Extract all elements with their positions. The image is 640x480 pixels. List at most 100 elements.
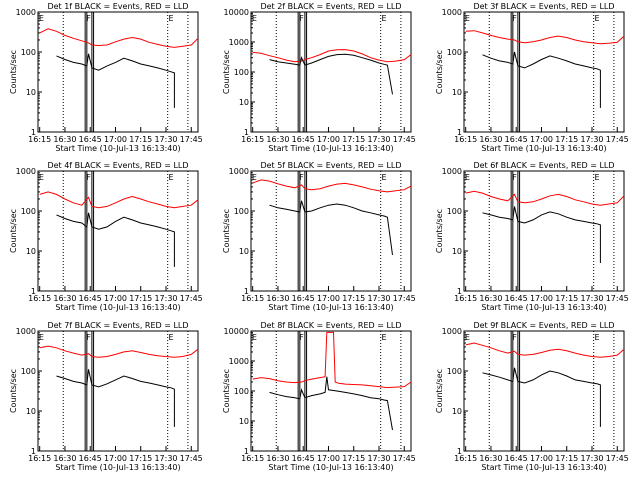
plot-frame — [463, 170, 625, 292]
x-tick-label: 17:30 — [367, 294, 390, 303]
marker-label: F — [86, 333, 91, 342]
x-axis-label: Start Time (10-Jul-13 16:13:40) — [481, 144, 606, 153]
y-tick-label: 10000 — [224, 8, 249, 17]
y-axis-label: Counts/sec — [435, 209, 444, 253]
x-tick-label: 17:30 — [580, 454, 603, 463]
marker-label: F — [299, 173, 304, 182]
x-tick-label: 17:15 — [342, 294, 365, 303]
x-axis-label: Start Time (10-Jul-13 16:13:40) — [268, 463, 393, 472]
x-tick-label: 17:00 — [104, 454, 127, 463]
x-tick-label: 17:00 — [317, 135, 340, 144]
y-tick-label: 1 — [244, 447, 249, 456]
x-tick-label: 17:45 — [393, 294, 416, 303]
y-axis-label: Counts/sec — [9, 50, 18, 94]
lld-series-line — [465, 342, 625, 358]
y-axis-label: Counts/sec — [435, 50, 444, 94]
y-tick-label: 1000 — [442, 327, 462, 336]
lld-series-line — [252, 331, 412, 389]
marker-label: E — [465, 173, 470, 182]
x-tick-label: 17:15 — [129, 135, 152, 144]
detector-panel-6: Det 6f BLACK = Events, RED = LLD 1 10 100 10… — [435, 161, 629, 312]
x-tick-label: 16:15 — [241, 294, 264, 303]
x-axis-label: Start Time (10-Jul-13 16:13:40) — [55, 303, 180, 312]
marker-label: E — [39, 333, 44, 342]
events-series-line — [482, 367, 601, 427]
x-tick-label: 16:45 — [505, 454, 528, 463]
x-tick-label: 16:45 — [292, 294, 315, 303]
detector-panel-4: Det 4f BLACK = Events, RED = LLD 1 10 100 10… — [9, 161, 203, 312]
x-tick-label: 16:15 — [454, 135, 477, 144]
marker-label: F — [512, 173, 517, 182]
marker-label: E — [39, 173, 44, 182]
lld-series-line — [465, 190, 625, 206]
detector-panel-8: Det 8f BLACK = Events, RED = LLD 1 10 100 10… — [222, 321, 416, 472]
marker-label: E — [382, 14, 387, 23]
x-tick-label: 17:15 — [555, 135, 578, 144]
y-tick-label: 10 — [26, 407, 36, 416]
marker-label: E — [252, 333, 257, 342]
x-tick-label: 17:15 — [342, 135, 365, 144]
panel-title: Det 2f BLACK = Events, RED = LLD — [260, 2, 401, 11]
plot-frame — [37, 11, 199, 133]
x-tick-label: 16:30 — [479, 454, 502, 463]
x-tick-label: 16:15 — [241, 454, 264, 463]
x-tick-label: 17:00 — [530, 135, 553, 144]
marker-label: E — [595, 173, 600, 182]
x-tick-label: 17:00 — [104, 294, 127, 303]
x-tick-label: 16:30 — [266, 454, 289, 463]
y-axis-label: Counts/sec — [222, 50, 231, 94]
x-tick-label: 16:30 — [266, 294, 289, 303]
plot-frame — [250, 330, 412, 452]
y-tick-label: 100 — [234, 207, 249, 216]
x-tick-label: 16:15 — [241, 135, 264, 144]
y-tick-label: 1000 — [16, 8, 36, 17]
panel-title: Det 9f BLACK = Events, RED = LLD — [473, 321, 614, 330]
x-axis-label: Start Time (10-Jul-13 16:13:40) — [268, 144, 393, 153]
y-tick-label: 10 — [239, 98, 249, 107]
x-tick-label: 16:45 — [505, 135, 528, 144]
detector-panel-2: Det 2f BLACK = Events, RED = LLD 1 10 100 10… — [222, 2, 416, 153]
x-tick-label: 16:45 — [292, 135, 315, 144]
plot-frame — [250, 11, 412, 133]
y-tick-label: 10 — [239, 247, 249, 256]
x-tick-label: 17:00 — [317, 294, 340, 303]
y-tick-label: 100 — [447, 207, 462, 216]
x-tick-label: 17:30 — [367, 454, 390, 463]
x-tick-label: 16:45 — [79, 135, 102, 144]
y-tick-label: 1000 — [442, 167, 462, 176]
events-series-line — [56, 212, 175, 267]
marker-label: E — [382, 333, 387, 342]
y-tick-label: 1000 — [16, 327, 36, 336]
marker-label: F — [299, 14, 304, 23]
y-tick-label: 1 — [457, 128, 462, 137]
panel-title: Det 1f BLACK = Events, RED = LLD — [47, 2, 188, 11]
x-tick-label: 17:15 — [555, 454, 578, 463]
lld-series-line — [39, 28, 199, 48]
events-series-line — [269, 376, 393, 431]
x-axis-label: Start Time (10-Jul-13 16:13:40) — [268, 303, 393, 312]
panel-title: Det 5f BLACK = Events, RED = LLD — [260, 161, 401, 170]
marker-label: F — [512, 333, 517, 342]
y-tick-label: 100 — [447, 48, 462, 57]
y-tick-label: 1 — [457, 447, 462, 456]
marker-label: E — [382, 173, 387, 182]
x-tick-label: 17:15 — [555, 294, 578, 303]
panel-title: Det 3f BLACK = Events, RED = LLD — [473, 2, 614, 11]
x-tick-label: 17:30 — [580, 294, 603, 303]
panel-title: Det 6f BLACK = Events, RED = LLD — [473, 161, 614, 170]
marker-label: E — [465, 333, 470, 342]
x-tick-label: 16:30 — [266, 135, 289, 144]
y-tick-label: 1 — [244, 287, 249, 296]
lld-series-line — [465, 30, 625, 45]
x-tick-label: 17:30 — [367, 135, 390, 144]
x-tick-label: 17:30 — [580, 135, 603, 144]
y-tick-label: 1000 — [442, 8, 462, 17]
y-axis-label: Counts/sec — [222, 209, 231, 253]
y-axis-label: Counts/sec — [435, 369, 444, 413]
x-tick-label: 16:15 — [454, 294, 477, 303]
events-series-line — [56, 53, 175, 108]
detector-panel-9: Det 9f BLACK = Events, RED = LLD 1 10 100 10… — [435, 321, 629, 472]
y-tick-label: 1000 — [16, 167, 36, 176]
events-series-line — [269, 200, 393, 255]
plot-frame — [463, 330, 625, 452]
